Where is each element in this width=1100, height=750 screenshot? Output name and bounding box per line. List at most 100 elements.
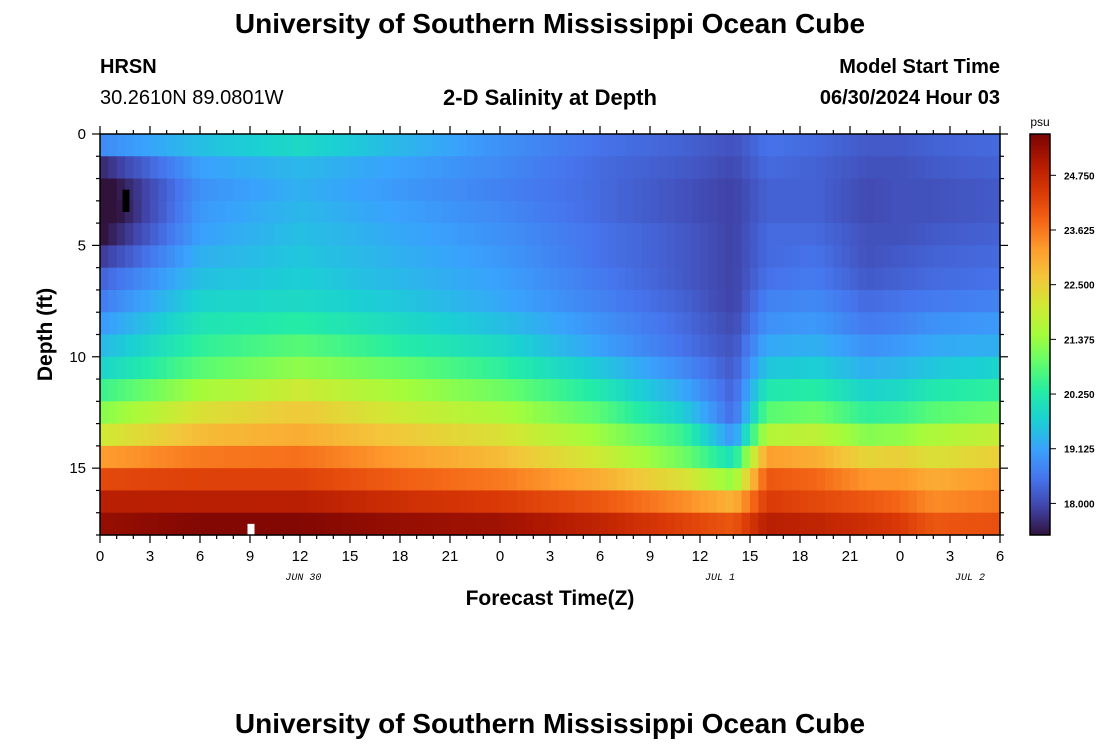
heatmap-cell [416, 423, 426, 447]
heatmap-cell [291, 401, 301, 425]
heatmap-cell [583, 289, 593, 313]
heatmap-cell [916, 245, 926, 269]
heatmap-cell [816, 423, 826, 447]
heatmap-cell [108, 200, 118, 224]
heatmap-cell [116, 356, 126, 380]
heatmap-cell [825, 223, 834, 246]
heatmap-cell [250, 490, 259, 514]
heatmap-cell [891, 401, 901, 425]
heatmap-cell [400, 490, 409, 514]
heatmap-cell [483, 245, 493, 269]
heatmap-cell [891, 178, 901, 202]
heatmap-cell [258, 334, 268, 358]
heatmap-cell [741, 178, 751, 202]
heatmap-cell [208, 468, 218, 492]
heatmap-cell [325, 512, 334, 536]
heatmap-cell [600, 490, 609, 514]
heatmap-cell [575, 178, 584, 202]
heatmap-cell [191, 245, 201, 269]
heatmap-cell [366, 401, 376, 425]
heatmap-cell [816, 178, 826, 202]
heatmap-cell [275, 178, 284, 202]
heatmap-cell [400, 134, 409, 157]
heatmap-cell [708, 468, 718, 492]
heatmap-cell [816, 490, 826, 514]
heatmap-cell [650, 445, 659, 469]
heatmap-cell [350, 356, 359, 380]
heatmap-cell [141, 289, 151, 313]
heatmap-cell [366, 512, 376, 536]
heatmap-cell [750, 334, 759, 358]
heatmap-cell [483, 445, 493, 469]
heatmap-cell [750, 267, 759, 291]
heatmap-cell [591, 356, 601, 380]
heatmap-cell [491, 200, 501, 224]
heatmap-cell [966, 356, 976, 380]
heatmap-cell [308, 468, 318, 492]
heatmap-cell [766, 468, 776, 492]
x-tick-label: 15 [742, 548, 759, 565]
heatmap-cell [433, 401, 443, 425]
heatmap-cell [483, 312, 493, 336]
heatmap-cell [166, 401, 176, 425]
heatmap-cell [333, 134, 343, 157]
heatmap-cell [208, 401, 218, 425]
heatmap-cell [400, 445, 409, 469]
heatmap-cell [691, 334, 701, 358]
heatmap-cell [550, 312, 559, 336]
heatmap-cell [400, 356, 409, 380]
heatmap-cell [125, 267, 134, 291]
heatmap-cell [466, 356, 476, 380]
heatmap-cell [983, 490, 993, 514]
heatmap-cell [866, 289, 876, 313]
heatmap-cell [333, 512, 343, 536]
heatmap-cell [300, 312, 309, 336]
heatmap-cell [933, 423, 943, 447]
heatmap-cell [241, 289, 251, 313]
heatmap-cell [516, 289, 526, 313]
heatmap-cell [791, 134, 801, 157]
heatmap-cell [591, 245, 601, 269]
heatmap-cell [650, 156, 659, 180]
heatmap-cell [258, 379, 268, 402]
heatmap-cell [641, 267, 651, 291]
heatmap-cell [416, 156, 426, 180]
heatmap-cell [983, 178, 993, 202]
heatmap-cell [108, 156, 118, 180]
heatmap-cell [400, 267, 409, 291]
heatmap-cell [500, 490, 509, 514]
heatmap-cell [966, 245, 976, 269]
heatmap-cell [566, 334, 576, 358]
heatmap-cell [675, 134, 684, 157]
heatmap-cell [941, 223, 951, 246]
heatmap-cell [466, 445, 476, 469]
heatmap-cell [858, 379, 868, 402]
heatmap-cell [425, 379, 434, 402]
heatmap-cell [183, 245, 193, 269]
heatmap-cell [441, 245, 451, 269]
heatmap-cell [141, 245, 151, 269]
heatmap-cell [116, 312, 126, 336]
heatmap-cell [116, 134, 126, 157]
heatmap-cell [208, 512, 218, 536]
heatmap-cell [400, 223, 409, 246]
heatmap-cell [333, 245, 343, 269]
heatmap-cell [900, 356, 909, 380]
heatmap-cell [225, 134, 234, 157]
heatmap-cell [625, 312, 634, 336]
heatmap-cell [558, 445, 568, 469]
heatmap-cell [500, 178, 509, 202]
heatmap-cell [316, 379, 326, 402]
heatmap-cell [116, 267, 126, 291]
heatmap-cell [733, 423, 743, 447]
heatmap-cell [458, 289, 468, 313]
heatmap-cell [550, 134, 559, 157]
heatmap-cell [258, 134, 268, 157]
heatmap-cell [233, 134, 243, 157]
heatmap-cell [525, 223, 534, 246]
heatmap-cell [841, 423, 851, 447]
heatmap-cell [458, 312, 468, 336]
heatmap-cell [608, 445, 618, 469]
heatmap-cell [600, 134, 609, 157]
heatmap-cell [116, 512, 126, 536]
